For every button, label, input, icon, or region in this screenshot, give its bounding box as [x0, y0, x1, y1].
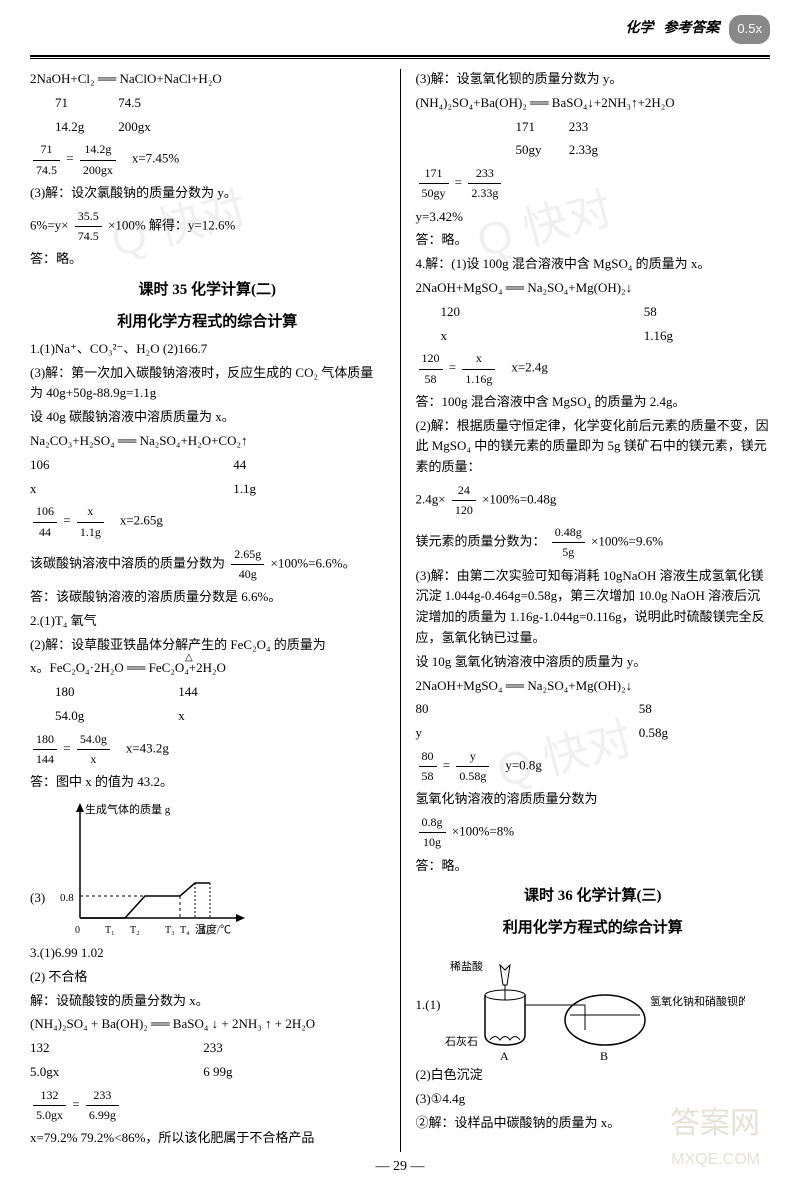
- fraction-eq: 8058 = y0.58g y=0.8g: [416, 747, 771, 786]
- svg-text:B: B: [600, 1049, 608, 1063]
- eq-row: 5.0gx 6 99g: [30, 1062, 385, 1083]
- svg-text:A: A: [500, 1049, 509, 1063]
- eq-row: 132 233: [30, 1038, 385, 1059]
- header-subject: 化学: [625, 18, 653, 40]
- footer-url: MXQE.COM: [671, 1147, 760, 1173]
- eq-row: 14.2g 200gx: [55, 117, 385, 138]
- answer-text: 答：100g 混合溶液中含 MgSO₄ 的质量为 2.4g。: [416, 392, 771, 413]
- right-column: Q 快对 Q 快对 (3)解：设氢氧化钡的质量分数为 y。 (NH₄)₂SO₄+…: [416, 69, 771, 1152]
- fraction-eq: 10644 = x1.1g x=2.65g: [30, 502, 385, 541]
- eq-row: x 1.16g: [441, 326, 771, 347]
- calc-line: 2.4g× 24120 ×100%=0.48g: [416, 481, 771, 520]
- eq-row: 180 144: [55, 682, 385, 703]
- fraction-eq: 7174.5 = 14.2g200gx x=7.45%: [30, 140, 385, 179]
- eq-row: 80 58: [416, 699, 771, 720]
- problem-text: (2)解：设草酸亚铁晶体分解产生的 FeC₂O₄ 的质量为: [30, 635, 385, 656]
- section-subtitle: 利用化学方程式的综合计算: [30, 310, 385, 334]
- page-number: — 29 —: [376, 1156, 425, 1178]
- apparatus-diagram: 稀盐酸 石灰石 A 氢氧化钠和硝酸钡的混合溶液 B: [445, 945, 745, 1065]
- answer-text: 答：略。: [416, 856, 771, 877]
- answer-text: 答：略。: [416, 230, 771, 251]
- problem-text: 解：设硫酸铵的质量分数为 x。: [30, 991, 385, 1012]
- calc-line: 6%=y× 35.574.5 ×100% 解得：y=12.6%: [30, 207, 385, 246]
- equation: 2NaOH+Cl₂ ══ NaClO+NaCl+H₂O: [30, 69, 385, 90]
- chart-gas-mass-vs-temp: 生成气体的质量 g 温度/℃ 0.8 0 T₁ T₂ T₃ T₄ T₅: [50, 798, 250, 938]
- problem-text: 2.(1)T₄ 氧气: [30, 611, 385, 632]
- header-divider: [30, 55, 770, 59]
- problem-text: (3)解：第一次加入碳酸钠溶液时，反应生成的 CO₂ 气体质量为 40g+50g…: [30, 363, 385, 405]
- problem-text: (2)白色沉淀: [416, 1065, 771, 1086]
- problem-label: 1.(1): [416, 995, 441, 1016]
- section-title: 课时 36 化学计算(三): [416, 884, 771, 908]
- left-column: Q 快对 2NaOH+Cl₂ ══ NaClO+NaCl+H₂O 71 74.5…: [30, 69, 385, 1152]
- column-divider: [400, 69, 401, 1152]
- fraction-eq: 12058 = x1.16g x=2.4g: [416, 349, 771, 388]
- fraction-eq: 1325.0gx = 2336.99g: [30, 1086, 385, 1125]
- eq-row: 71 74.5: [55, 93, 385, 114]
- fraction-eq: 180144 = 54.0gx x=43.2g: [30, 730, 385, 769]
- svg-text:0.8: 0.8: [60, 892, 74, 904]
- problem-text: 3.(1)6.99 1.02: [30, 943, 385, 964]
- conclusion-text: 氢氧化钠溶液的溶质质量分数为: [416, 789, 771, 810]
- eq-row: 106 44: [30, 455, 385, 476]
- problem-text: (2) 不合格: [30, 967, 385, 988]
- equation: (NH₄)₂SO₄+Ba(OH)₂ ══ BaSO₄↓+2NH₃↑+2H₂O: [416, 93, 771, 114]
- problem-text: 设 10g 氢氧化钠溶液中溶质的质量为 y。: [416, 652, 771, 673]
- svg-text:T₂: T₂: [130, 925, 140, 936]
- footer-watermark: 答案网: [670, 1100, 760, 1148]
- answer-text: 答：图中 x 的值为 43.2。: [30, 772, 385, 793]
- svg-text:石灰石: 石灰石: [445, 1034, 478, 1048]
- eq-row: 54.0g x: [55, 706, 385, 727]
- problem-label: (3): [30, 888, 45, 909]
- conclusion-text: 该碳酸钠溶液中溶质的质量分数为 2.65g40g ×100%=6.6%。: [30, 545, 385, 584]
- eq-row: x 1.1g: [30, 479, 385, 500]
- eq-row: y 0.58g: [416, 723, 771, 744]
- svg-text:稀盐酸: 稀盐酸: [450, 959, 483, 973]
- content-area: Q 快对 2NaOH+Cl₂ ══ NaClO+NaCl+H₂O 71 74.5…: [30, 69, 770, 1152]
- calc-line: 镁元素的质量分数为： 0.48g5g ×100%=9.6%: [416, 523, 771, 562]
- problem-text: (2)解：根据质量守恒定律，化学变化前后元素的质量不变，因此 MgSO₄ 中的镁…: [416, 416, 771, 478]
- conclusion-text: x=79.2% 79.2%<86%，所以该化肥属于不合格产品: [30, 1128, 385, 1149]
- fraction-eq: 17150gy = 2332.33g: [416, 164, 771, 203]
- solution-text: (3)解：设次氯酸钠的质量分数为 y。: [30, 183, 385, 204]
- eq-row: 171 233: [416, 117, 771, 138]
- equation: 2NaOH+MgSO₄ ══ Na₂SO₄+Mg(OH)₂↓: [416, 676, 771, 697]
- svg-text:氢氧化钠和硝酸钡的混合溶液: 氢氧化钠和硝酸钡的混合溶液: [650, 994, 745, 1008]
- equation: x。FeC₂O₄·2H₂O ══ FeC₂O₄+2H₂O △: [30, 658, 385, 679]
- svg-text:T₅: T₅: [200, 925, 210, 936]
- problem-text: 4.解：(1)设 100g 混合溶液中含 MgSO₄ 的质量为 x。: [416, 254, 771, 275]
- section-title: 课时 35 化学计算(二): [30, 278, 385, 302]
- solution-text: (3)解：设氢氧化钡的质量分数为 y。: [416, 69, 771, 90]
- header-section-label: 参考答案: [663, 18, 719, 40]
- svg-text:T₁: T₁: [105, 925, 115, 936]
- problem-text: 设 40g 碳酸钠溶液中溶质质量为 x。: [30, 407, 385, 428]
- eq-row: 50gy 2.33g: [416, 140, 771, 161]
- svg-text:T₃: T₃: [165, 925, 175, 936]
- svg-text:T₄: T₄: [180, 925, 190, 936]
- problem-text: (3)解：由第二次实验可知每消耗 10gNaOH 溶液生成氢氧化镁沉淀 1.04…: [416, 566, 771, 649]
- equation: 2NaOH+MgSO₄ ══ Na₂SO₄+Mg(OH)₂↓: [416, 278, 771, 299]
- calc-line: 0.8g10g ×100%=8%: [416, 813, 771, 852]
- svg-text:生成气体的质量 g: 生成气体的质量 g: [85, 802, 171, 816]
- zoom-badge: 0.5x: [729, 15, 770, 44]
- equation: (NH₄)₂SO₄ + Ba(OH)₂ ══ BaSO₄ ↓ + 2NH₃ ↑ …: [30, 1014, 385, 1035]
- section-subtitle: 利用化学方程式的综合计算: [416, 916, 771, 940]
- answer-text: 答：该碳酸钠溶液的溶质质量分数是 6.6%。: [30, 587, 385, 608]
- equation: Na₂CO₃+H₂SO₄ ══ Na₂SO₄+H₂O+CO₂↑: [30, 431, 385, 452]
- eq-row: 120 58: [441, 302, 771, 323]
- svg-text:0: 0: [75, 925, 80, 936]
- problem-text: 1.(1)Na⁺、CO₃²⁻、H₂O (2)166.7: [30, 339, 385, 360]
- result-text: y=3.42%: [416, 207, 771, 228]
- answer-text: 答：略。: [30, 249, 385, 270]
